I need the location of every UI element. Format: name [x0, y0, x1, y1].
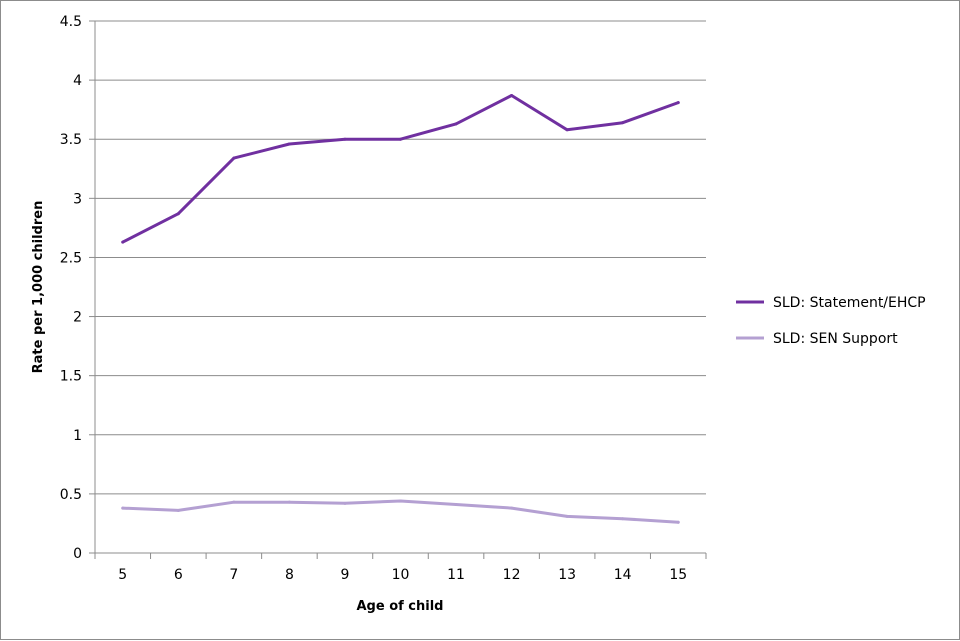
data-point: [287, 500, 291, 504]
data-point: [399, 137, 402, 141]
data-point: [287, 142, 291, 146]
legend: SLD: Statement/EHCP SLD: SEN Support: [736, 295, 926, 347]
data-point: [232, 156, 236, 160]
x-tick-label: 10: [392, 567, 410, 583]
data-point: [676, 520, 680, 524]
y-tick-label: 3: [73, 191, 82, 207]
series-lines: [121, 93, 680, 524]
data-point: [510, 506, 514, 510]
y-tick-label: 4: [73, 73, 82, 89]
y-tick-label: 0: [73, 546, 82, 562]
series-line-2: [121, 499, 680, 524]
data-point: [343, 501, 347, 505]
legend-label-1: SLD: Statement/EHCP: [773, 295, 926, 311]
x-tick-label: 14: [614, 567, 632, 583]
y-tick-labels: 0 0.5 1 1.5 2 2.5 3 3.5 4 4.5: [60, 14, 95, 562]
data-point: [176, 508, 180, 512]
x-tick-label: 15: [669, 567, 687, 583]
legend-label-2: SLD: SEN Support: [773, 331, 898, 347]
y-tick-label: 1.5: [60, 369, 82, 385]
x-tick-labels: 5 6 7 8 9 10 11 12 13 14 15: [94, 553, 707, 583]
data-point: [676, 101, 680, 105]
data-point: [176, 212, 180, 216]
y-tick-label: 1: [73, 428, 82, 444]
data-point: [510, 93, 514, 97]
gridlines: [95, 20, 706, 495]
data-point: [232, 500, 236, 504]
x-tick-label: 5: [118, 567, 127, 583]
data-point: [121, 240, 125, 244]
series-line-1: [121, 94, 680, 244]
data-point: [121, 506, 125, 510]
x-tick-label: 6: [174, 567, 183, 583]
data-point: [454, 122, 458, 126]
y-tick-label: 3.5: [60, 132, 82, 148]
data-point: [621, 121, 625, 125]
x-tick-label: 9: [340, 567, 349, 583]
x-tick-label: 12: [503, 567, 521, 583]
data-point: [565, 128, 569, 132]
y-tick-label: 0.5: [60, 487, 82, 503]
y-axis-title: Rate per 1,000 children: [31, 201, 46, 374]
y-tick-label: 2: [73, 310, 82, 326]
x-tick-label: 8: [285, 567, 294, 583]
y-tick-label: 2.5: [60, 250, 82, 266]
data-point: [343, 137, 347, 141]
data-point: [399, 499, 402, 503]
y-tick-label: 4.5: [60, 14, 82, 30]
x-axis-title: Age of child: [356, 599, 443, 614]
data-point: [565, 514, 569, 518]
axes: [94, 21, 706, 554]
x-tick-label: 7: [229, 567, 238, 583]
x-tick-label: 13: [558, 567, 576, 583]
data-point: [454, 503, 458, 507]
data-point: [621, 517, 625, 521]
x-tick-label: 11: [447, 567, 465, 583]
